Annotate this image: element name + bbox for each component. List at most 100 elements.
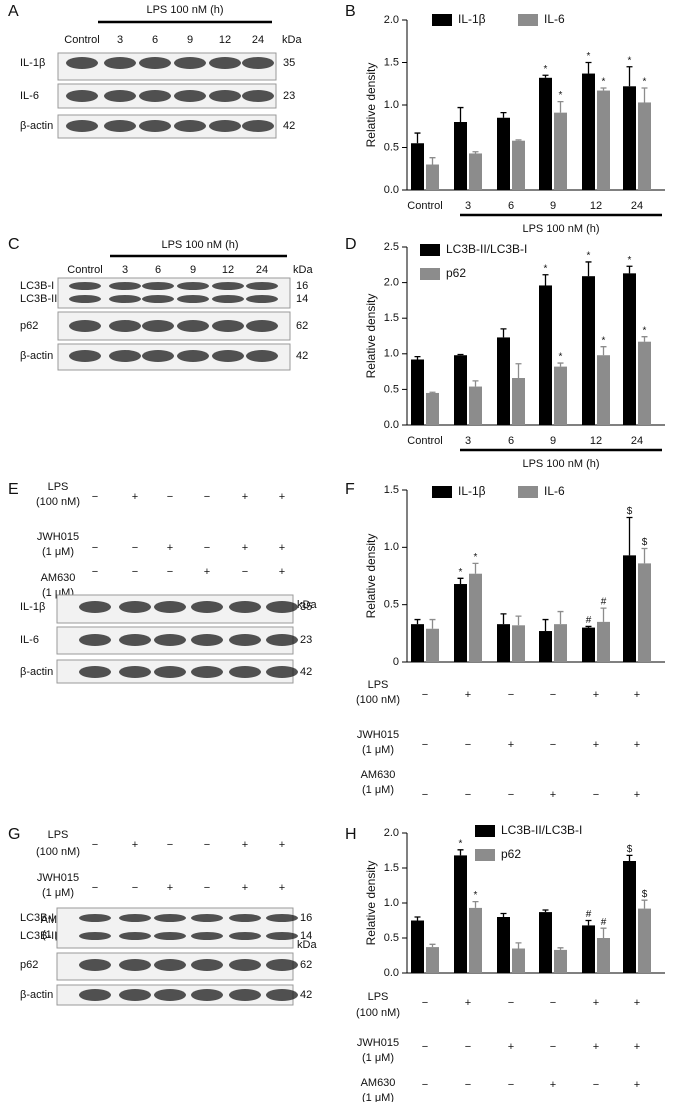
significance-mark: * — [628, 55, 632, 66]
bar — [539, 77, 552, 190]
y-tick-label: 2.5 — [384, 241, 399, 253]
blot-row-label: β-actin — [20, 120, 53, 132]
blot-band — [79, 932, 111, 940]
blot-band — [229, 932, 261, 940]
x-tick-label: Control — [407, 435, 442, 447]
blot-band — [266, 666, 298, 678]
y-tick-label: 1.0 — [384, 99, 399, 111]
blot-band — [119, 666, 151, 678]
kda-value: 42 — [296, 350, 308, 362]
blot-band — [139, 57, 171, 69]
condition-label: JWH015 — [357, 1037, 399, 1049]
blot-band — [229, 666, 261, 678]
significance-mark: * — [628, 255, 632, 266]
blot-band — [174, 90, 206, 102]
condition-label: LPS — [48, 481, 69, 493]
blot-band — [246, 320, 278, 332]
blot-band — [109, 320, 141, 332]
condition-sign: − — [132, 566, 138, 578]
significance-mark: # — [601, 917, 607, 928]
legend-swatch — [432, 486, 452, 498]
condition-sign: − — [508, 789, 514, 801]
kda-value: 23 — [300, 634, 312, 646]
blot-band — [177, 320, 209, 332]
condition-sign: − — [465, 789, 471, 801]
blot-band — [79, 959, 111, 971]
condition-sign: + — [550, 1079, 556, 1091]
y-tick-label: 1.0 — [384, 541, 399, 553]
condition-sign: − — [550, 739, 556, 751]
kda-value: 35 — [300, 601, 312, 613]
blot-band — [246, 282, 278, 290]
significance-mark: * — [544, 263, 548, 274]
blot-box — [57, 277, 291, 309]
blot-row-label: IL-1β — [20, 601, 45, 613]
blot-band — [266, 634, 298, 646]
condition-sign: − — [508, 997, 514, 1009]
condition-sign: − — [593, 789, 599, 801]
condition-label: LPS — [368, 679, 389, 691]
error-bar — [641, 547, 648, 564]
blot-band — [69, 320, 101, 332]
blot-band — [174, 120, 206, 132]
blot-band — [142, 282, 174, 290]
blot-band — [154, 932, 186, 940]
y-tick-label: 2.0 — [384, 827, 399, 839]
blot-band — [79, 601, 111, 613]
error-bar — [429, 943, 436, 948]
y-tick-label: 0.5 — [384, 383, 399, 395]
group-label: LPS 100 nM (h) — [522, 458, 599, 470]
condition-sign: − — [422, 689, 428, 701]
blot-band — [212, 295, 244, 303]
legend-label: IL-6 — [544, 484, 565, 498]
bar — [512, 948, 525, 973]
y-tick-label: 2.0 — [384, 14, 399, 26]
error-bar — [542, 909, 549, 913]
panel-letter: E — [8, 481, 19, 498]
legend-label: LC3B-II/LC3B-I — [501, 823, 582, 837]
condition-sign: + — [508, 1041, 514, 1053]
kda-value: 35 — [283, 57, 295, 69]
blot-band — [191, 989, 223, 1001]
y-axis-title: Relative density — [364, 294, 378, 379]
blot-band — [119, 601, 151, 613]
bar — [454, 355, 467, 425]
error-bar — [585, 261, 592, 277]
blot-band — [212, 350, 244, 362]
blot-band — [209, 57, 241, 69]
bar — [638, 908, 651, 973]
condition-sign: + — [593, 689, 599, 701]
blot-band — [154, 914, 186, 922]
blot-box — [56, 907, 294, 949]
condition-sign: − — [422, 739, 428, 751]
blot-band — [266, 601, 298, 613]
bar — [411, 624, 424, 662]
blot-band — [246, 350, 278, 362]
blot-band — [174, 57, 206, 69]
lane-label: 3 — [122, 264, 128, 276]
condition-sign: + — [132, 491, 138, 503]
condition-sign: + — [465, 689, 471, 701]
blot-band — [142, 295, 174, 303]
blot-band — [212, 282, 244, 290]
error-bar — [515, 942, 522, 949]
blot-band — [154, 634, 186, 646]
y-tick-label: 0 — [393, 656, 399, 668]
condition-sublabel: (100 nM) — [36, 496, 80, 508]
y-tick-label: 1.5 — [384, 862, 399, 874]
significance-mark: * — [643, 325, 647, 336]
condition-sign: + — [132, 839, 138, 851]
y-axis-title: Relative density — [364, 63, 378, 148]
blot-band — [191, 601, 223, 613]
legend-label: p62 — [501, 847, 521, 861]
blot-band — [119, 989, 151, 1001]
bar — [411, 143, 424, 190]
kda-label: kDa — [282, 34, 302, 46]
bar — [512, 140, 525, 190]
error-bar — [472, 151, 479, 154]
kda-value: 23 — [283, 90, 295, 102]
legend-label: IL-1β — [458, 484, 486, 498]
significance-mark: $ — [627, 506, 633, 517]
condition-label: AM630 — [361, 769, 396, 781]
